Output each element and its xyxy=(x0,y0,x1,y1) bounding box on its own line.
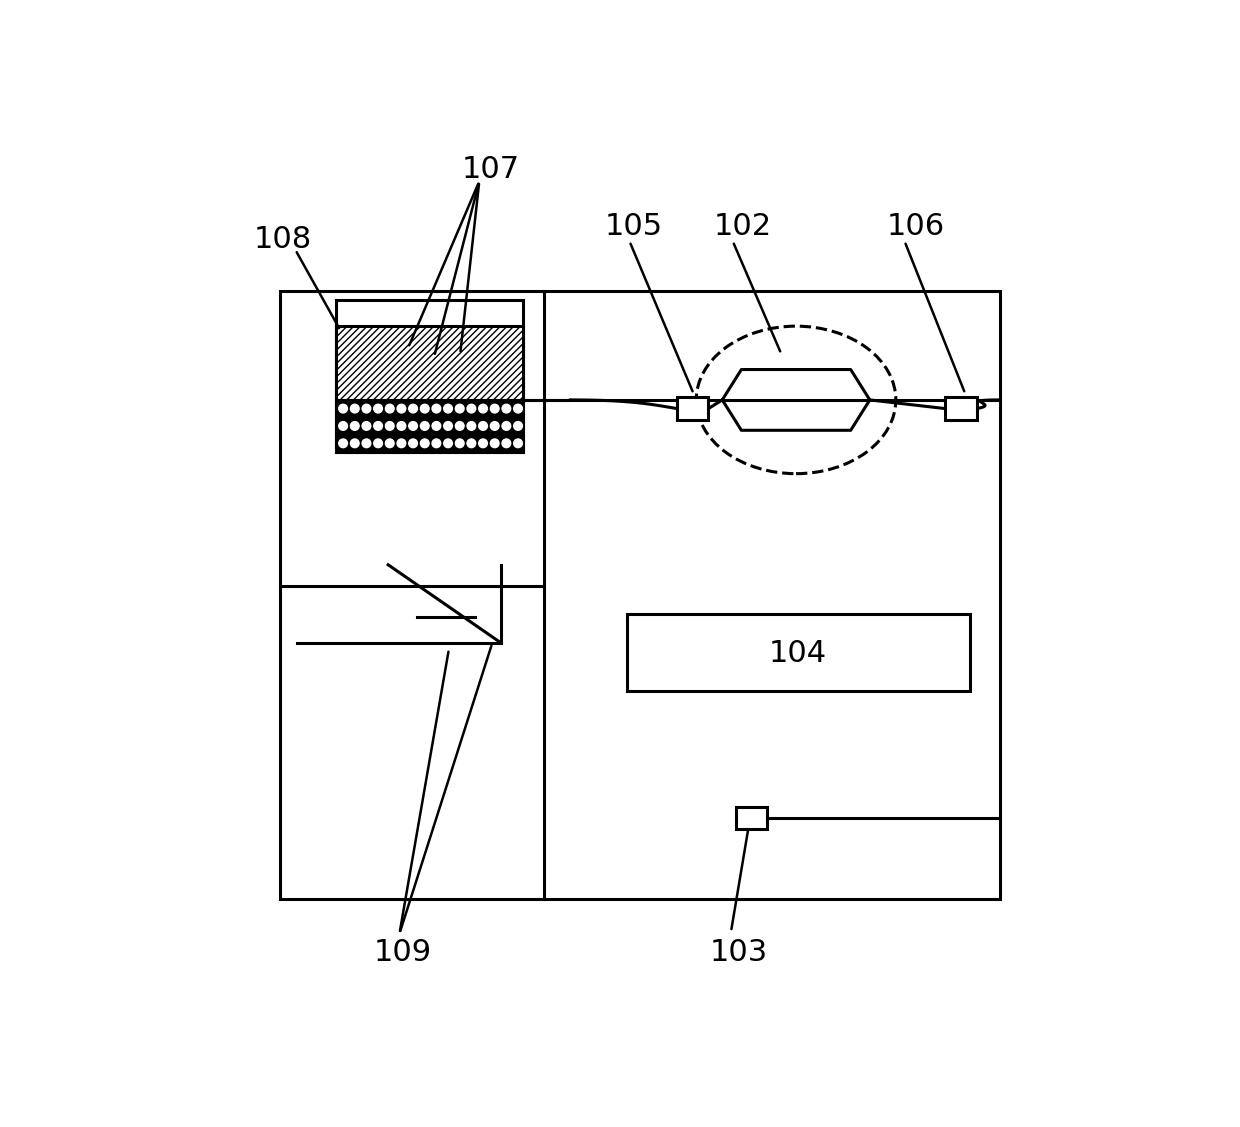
Circle shape xyxy=(455,421,464,431)
Circle shape xyxy=(397,421,405,431)
Circle shape xyxy=(397,405,405,412)
Circle shape xyxy=(432,405,440,412)
Text: 105: 105 xyxy=(605,212,663,241)
Text: 104: 104 xyxy=(769,639,827,668)
Circle shape xyxy=(455,438,464,447)
Circle shape xyxy=(373,405,382,412)
Circle shape xyxy=(490,421,498,431)
Circle shape xyxy=(490,405,498,412)
Circle shape xyxy=(409,421,418,431)
Text: 102: 102 xyxy=(713,212,771,241)
Circle shape xyxy=(362,421,371,431)
Bar xyxy=(627,614,970,691)
Bar xyxy=(336,300,523,452)
Circle shape xyxy=(362,438,371,447)
Text: 107: 107 xyxy=(463,156,520,185)
Circle shape xyxy=(351,421,360,431)
Circle shape xyxy=(386,438,394,447)
Circle shape xyxy=(513,405,522,412)
Circle shape xyxy=(362,405,371,412)
Circle shape xyxy=(479,421,487,431)
Circle shape xyxy=(351,405,360,412)
Circle shape xyxy=(373,421,382,431)
Circle shape xyxy=(479,405,487,412)
Bar xyxy=(737,807,768,829)
Circle shape xyxy=(479,438,487,447)
Circle shape xyxy=(339,405,347,412)
Circle shape xyxy=(420,421,429,431)
Circle shape xyxy=(432,438,440,447)
Text: 106: 106 xyxy=(887,212,945,241)
Circle shape xyxy=(467,405,476,412)
Circle shape xyxy=(513,438,522,447)
Circle shape xyxy=(351,438,360,447)
Text: 103: 103 xyxy=(709,938,768,967)
Circle shape xyxy=(420,438,429,447)
Circle shape xyxy=(420,405,429,412)
Circle shape xyxy=(502,438,511,447)
Circle shape xyxy=(444,438,453,447)
Circle shape xyxy=(444,405,453,412)
Bar xyxy=(336,400,523,452)
Bar xyxy=(677,398,708,420)
Circle shape xyxy=(513,421,522,431)
Circle shape xyxy=(373,438,382,447)
Circle shape xyxy=(455,405,464,412)
Circle shape xyxy=(409,438,418,447)
Circle shape xyxy=(386,405,394,412)
Circle shape xyxy=(467,438,476,447)
Circle shape xyxy=(444,421,453,431)
Bar xyxy=(280,292,999,899)
Circle shape xyxy=(432,421,440,431)
Circle shape xyxy=(409,405,418,412)
Circle shape xyxy=(339,438,347,447)
Circle shape xyxy=(397,438,405,447)
Text: 109: 109 xyxy=(373,938,432,967)
Bar xyxy=(336,326,523,400)
Circle shape xyxy=(467,421,476,431)
Circle shape xyxy=(386,421,394,431)
Circle shape xyxy=(490,438,498,447)
Circle shape xyxy=(502,405,511,412)
Text: 108: 108 xyxy=(254,225,312,254)
Circle shape xyxy=(339,421,347,431)
Bar xyxy=(945,398,977,420)
Circle shape xyxy=(502,421,511,431)
